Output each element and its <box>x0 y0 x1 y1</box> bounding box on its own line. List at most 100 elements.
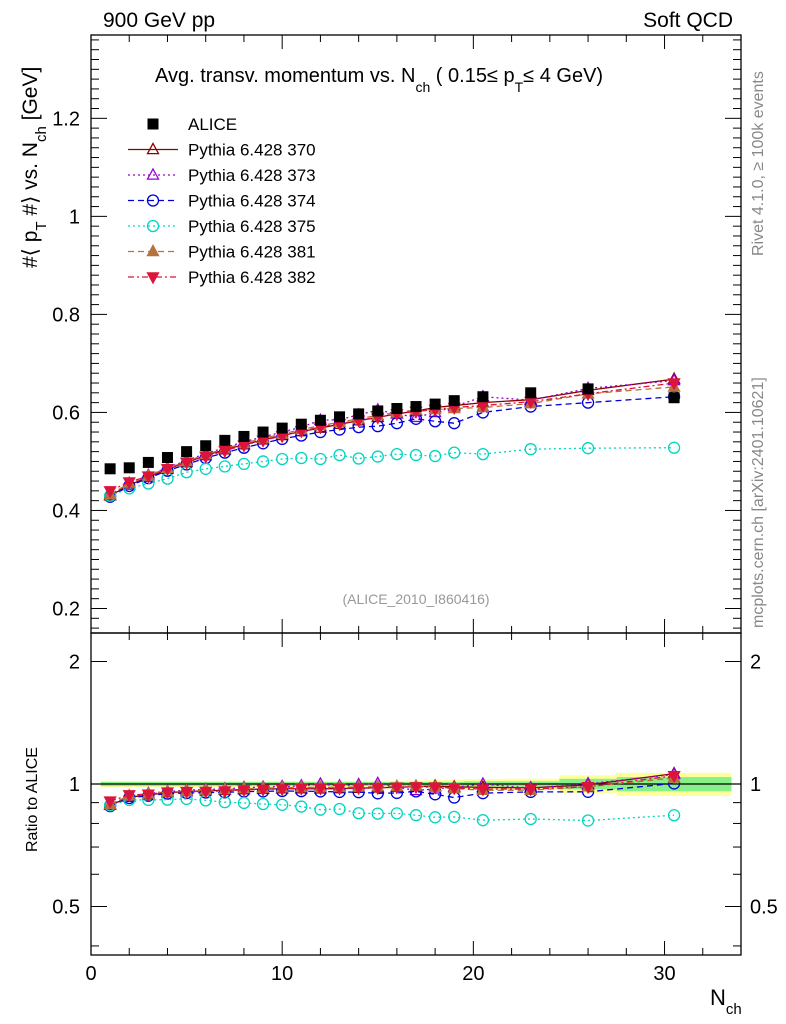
data-point-375 <box>352 452 365 465</box>
data-point-382 <box>141 471 155 484</box>
ratio-tick-label-right: 1 <box>750 774 761 796</box>
data-point-alice <box>181 446 193 458</box>
ratio-point-382 <box>409 782 423 795</box>
legend-marker-alice <box>147 118 159 130</box>
data-point-382 <box>179 457 194 470</box>
data-point-alice <box>448 395 460 407</box>
ratio-point-375 <box>314 803 327 816</box>
legend-marker-374 <box>146 194 160 207</box>
y-tick-label: 0.2 <box>52 598 80 620</box>
data-point-alice <box>477 391 489 403</box>
ratio-point-382 <box>294 783 308 796</box>
ratio-tick-label: 2 <box>69 652 80 674</box>
legend-marker-373 <box>146 167 160 180</box>
data-point-375 <box>390 447 404 461</box>
ratio-tick-label-right: 0.5 <box>750 896 778 918</box>
ratio-point-375 <box>295 800 308 813</box>
y-tick-label: 0.4 <box>52 500 80 522</box>
data-point-382 <box>667 378 681 391</box>
ratio-point-375 <box>237 796 251 810</box>
data-point-alice <box>525 387 537 399</box>
data-point-alice <box>372 405 384 417</box>
data-point-375 <box>448 446 461 459</box>
ratio-point-382 <box>390 782 404 795</box>
legend-marker-370 <box>146 142 160 155</box>
y-axis-label: #⟨ pT #⟩ vs. Nch [GeV] <box>19 67 50 268</box>
legend-label-373: Pythia 6.428 373 <box>188 166 316 185</box>
legend: ALICE Pythia 6.428 370 Pythia 6.428 373 Pyt… <box>128 115 316 287</box>
legend-label-374: Pythia 6.428 374 <box>188 192 316 211</box>
ratio-point-382 <box>371 783 385 796</box>
main-panel-series <box>103 371 681 503</box>
data-point-alice <box>238 430 250 442</box>
data-point-375 <box>667 441 681 454</box>
data-point-375 <box>314 452 327 466</box>
data-point-375 <box>237 457 251 471</box>
data-point-375 <box>409 448 423 462</box>
ratio-point-382 <box>141 789 155 802</box>
data-point-375 <box>524 443 537 456</box>
ratio-point-382 <box>275 784 289 797</box>
ratio-tick-label: 0.5 <box>52 896 80 918</box>
ratio-tick-label-right: 2 <box>750 652 761 674</box>
data-point-alice <box>391 403 403 415</box>
data-point-alice <box>334 411 346 423</box>
ratio-point-382 <box>524 784 538 797</box>
ratio-point-382 <box>256 784 270 797</box>
header-right: Soft QCD <box>643 9 733 32</box>
ratio-line-373 <box>109 773 675 806</box>
ratio-point-382 <box>103 796 117 809</box>
ratio-point-375 <box>476 814 490 827</box>
data-point-375 <box>295 451 308 465</box>
data-point-373 <box>409 409 423 423</box>
ratio-point-382 <box>332 783 347 796</box>
ratio-point-375 <box>352 807 365 820</box>
data-point-375 <box>199 462 212 475</box>
data-point-375 <box>428 449 442 463</box>
ratio-point-382 <box>237 785 251 798</box>
ratio-point-382 <box>122 790 136 803</box>
x-tick-label: 20 <box>462 963 484 985</box>
data-point-alice <box>429 398 441 410</box>
ratio-point-382 <box>581 781 595 795</box>
data-point-alice <box>314 414 326 426</box>
data-point-375 <box>276 452 289 466</box>
legend-label-alice: ALICE <box>188 115 237 134</box>
ratio-point-375 <box>276 798 289 811</box>
data-point-375 <box>256 455 270 468</box>
data-point-alice <box>142 456 154 468</box>
legend-marker-381 <box>146 244 160 257</box>
ratio-point-375 <box>667 809 681 822</box>
data-point-382 <box>218 445 232 459</box>
ratio-point-382 <box>476 784 490 797</box>
x-tick-label: 30 <box>653 963 675 985</box>
axes: 0 10 20 30 0.2 0.4 0.6 0.8 1 1.2 0.5 0.5 1 1 2 2 <box>52 34 778 985</box>
data-point-alice <box>219 434 231 446</box>
data-point-375 <box>333 448 346 462</box>
ratio-point-382 <box>428 782 442 795</box>
side-label-upper: Rivet 4.1.0, ≥ 100k events <box>750 71 767 256</box>
legend-marker-382 <box>146 272 160 285</box>
y-tick-label: 0.8 <box>52 304 80 326</box>
ratio-point-375 <box>428 811 442 824</box>
ratio-panel-series <box>103 766 681 827</box>
ratio-point-382 <box>218 786 232 799</box>
ratio-point-382 <box>667 771 681 784</box>
ratio-point-382 <box>199 786 213 799</box>
data-point-375 <box>218 460 231 473</box>
legend-marker-375 <box>146 219 160 233</box>
x-axis-label: Nch <box>710 985 742 1018</box>
data-point-alice <box>161 452 173 464</box>
series-line-382 <box>109 382 675 492</box>
data-point-alice <box>257 426 269 438</box>
data-point-382 <box>199 451 213 464</box>
ratio-frame <box>90 632 742 956</box>
data-point-alice <box>295 418 307 430</box>
data-point-375 <box>476 447 490 461</box>
analysis-watermark: (ALICE_2010_I860416) <box>342 591 489 607</box>
ratio-point-375 <box>524 812 537 826</box>
legend-label-382: Pythia 6.428 382 <box>188 268 316 287</box>
ratio-point-375 <box>256 797 270 811</box>
data-point-374 <box>448 417 461 430</box>
